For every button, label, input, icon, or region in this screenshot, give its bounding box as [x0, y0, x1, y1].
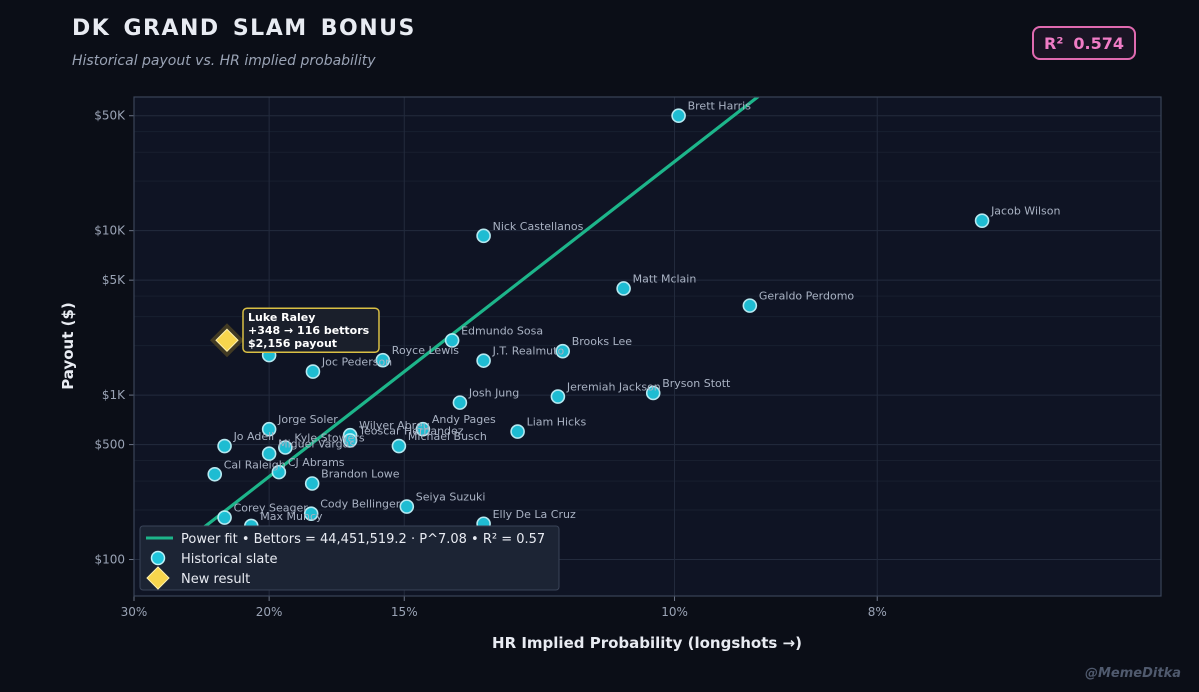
- y-tick-label: $50K: [94, 109, 126, 123]
- data-point: [555, 343, 570, 359]
- y-tick-label: $1K: [102, 388, 126, 402]
- x-axis-label: HR Implied Probability (longshots →): [492, 634, 802, 652]
- point-label: Michael Busch: [408, 430, 487, 443]
- data-point: [375, 352, 391, 368]
- point-label: Josh Jung: [468, 387, 519, 400]
- x-tick-label: 10%: [661, 605, 688, 619]
- y-tick-label: $100: [94, 553, 125, 567]
- point-labels: Brett Harris Jacob Wilson Nick Castellanos…: [224, 100, 1061, 523]
- data-point: [671, 108, 686, 124]
- x-tick-label: 20%: [256, 605, 283, 619]
- y-axis-ticks: $100 $500 $1K $5K $10K $50K: [94, 109, 134, 567]
- point-label: Elly De La Cruz: [493, 508, 576, 521]
- data-point: [415, 421, 431, 437]
- chart-title: DK GRAND SLAM BONUS: [72, 16, 416, 41]
- annotation-line: +348 → 116 bettors: [248, 324, 370, 337]
- data-point: [278, 440, 293, 455]
- annotation-line: Luke Raley: [248, 311, 315, 324]
- point-label: Brandon Lowe: [321, 467, 400, 480]
- annotation-box: [242, 307, 380, 353]
- new-result-group: Luke Raley+348 → 116 bettors$2,156 payou…: [209, 307, 380, 358]
- legend-historical-swatch: [150, 550, 166, 566]
- data-point: [742, 298, 758, 313]
- point-label: J.T. Realmuto: [492, 345, 565, 358]
- point-label: Miguel Vargas: [278, 438, 355, 451]
- r2-value: 0.574: [1073, 33, 1124, 53]
- y-axis-label: Payout ($): [59, 302, 77, 390]
- plot-border: [133, 96, 1162, 597]
- data-point: [303, 506, 319, 521]
- new-result-marker: [215, 328, 239, 352]
- point-label: Seiya Suzuki: [416, 491, 486, 504]
- x-tick-label: 15%: [391, 605, 418, 619]
- point-label: CJ Abrams: [288, 456, 345, 469]
- point-label: Jeremiah Jackson: [566, 381, 661, 394]
- point-label: Geraldo Perdomo: [759, 290, 855, 303]
- legend-box: [139, 525, 560, 591]
- data-point: [261, 421, 277, 437]
- point-label: Cal Raleigh: [224, 458, 286, 471]
- x-tick-label: 30%: [121, 605, 148, 619]
- data-point: [399, 499, 415, 514]
- data-point: [305, 364, 321, 379]
- point-label: Royce Lewis: [392, 344, 459, 357]
- data-point: [304, 476, 320, 491]
- y-tick-label: $10K: [94, 224, 126, 238]
- data-point: [974, 213, 990, 228]
- point-label: Brett Harris: [688, 100, 752, 113]
- point-label: Bryson Stott: [662, 377, 731, 390]
- point-label: Jo Adell: [233, 430, 275, 443]
- y-tick-label: $500: [94, 438, 125, 452]
- point-label: Edmundo Sosa: [461, 324, 543, 337]
- point-label: Max Muncy: [260, 510, 323, 523]
- data-point: [217, 438, 232, 454]
- point-label: Corey Seager: [234, 502, 309, 515]
- chart-subtitle: Historical payout vs. HR implied probabi…: [72, 53, 376, 69]
- data-point: [510, 424, 525, 439]
- legend-fit-label: Power fit • Bettors = 44,451,519.2 · P^7…: [181, 532, 545, 547]
- point-label: Brooks Lee: [572, 335, 633, 348]
- r2-badge: R² 0.574: [1032, 26, 1136, 60]
- point-label: Matt Mclain: [633, 272, 697, 285]
- data-point: [391, 438, 407, 454]
- point-label: Liam Hicks: [527, 416, 587, 429]
- data-point: [342, 433, 358, 448]
- x-tick-label: 8%: [868, 605, 887, 619]
- point-label: Jacob Wilson: [990, 205, 1060, 218]
- point-label: Nick Castellanos: [493, 220, 584, 233]
- point-label: Jorge Soler: [277, 413, 338, 426]
- data-point: [217, 510, 232, 525]
- data-point: [550, 389, 566, 404]
- x-axis-ticks: 30% 20% 15% 10% 8%: [121, 596, 887, 619]
- annotation-line: $2,156 payout: [248, 337, 337, 350]
- legend-new-label: New result: [181, 572, 250, 587]
- data-point: [616, 281, 631, 296]
- legend-historical-label: Historical slate: [181, 552, 277, 567]
- data-point: [452, 395, 468, 410]
- data-point: [476, 353, 491, 368]
- data-point: [645, 385, 661, 401]
- point-label: Cody Bellinger: [320, 498, 401, 511]
- point-label: Teoscar Hernandez: [358, 424, 464, 437]
- legend-new-swatch: [146, 566, 170, 590]
- y-tick-label: $5K: [102, 273, 126, 287]
- credit-watermark: @MemeDitka: [1085, 666, 1181, 681]
- point-label: Joc Pederson: [321, 356, 392, 369]
- data-point: [476, 228, 491, 244]
- data-point: [271, 464, 287, 480]
- r2-label: R²: [1044, 33, 1064, 53]
- point-label: Wilyer Abreu: [359, 419, 430, 432]
- point-label: Andy Pages: [432, 413, 496, 426]
- legend: Power fit • Bettors = 44,451,519.2 · P^7…: [139, 525, 560, 591]
- point-label: Kyle Stowers: [294, 432, 365, 445]
- data-point: [261, 446, 277, 462]
- data-point: [444, 333, 460, 348]
- data-point: [207, 466, 223, 482]
